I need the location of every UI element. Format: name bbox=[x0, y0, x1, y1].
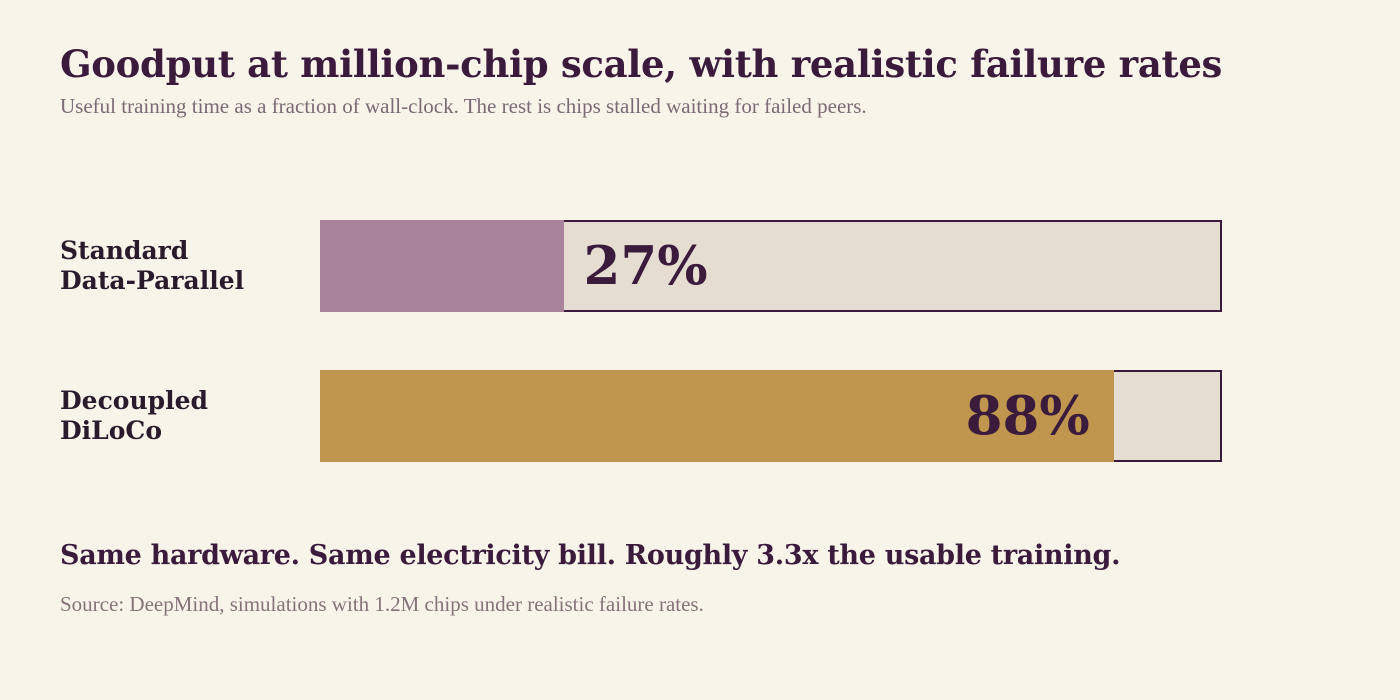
bar-row-standard-data-parallel: Standard Data-Parallel 27% bbox=[0, 220, 1400, 312]
bar-track-standard-data-parallel: 27% bbox=[320, 220, 1222, 312]
bar-track-decoupled-diloco: 88% bbox=[320, 370, 1222, 462]
bar-row-decoupled-diloco: Decoupled DiLoCo 88% bbox=[0, 370, 1400, 462]
bar-value-standard-data-parallel: 27% bbox=[583, 235, 708, 297]
bar-value-decoupled-diloco: 88% bbox=[965, 385, 1090, 447]
chart-subtitle: Useful training time as a fraction of wa… bbox=[60, 94, 867, 118]
bar-label-decoupled-diloco: Decoupled DiLoCo bbox=[60, 386, 209, 445]
bar-fill-decoupled-diloco bbox=[320, 370, 1114, 462]
bar-label-standard-data-parallel: Standard Data-Parallel bbox=[60, 236, 245, 295]
callout-text: Same hardware. Same electricity bill. Ro… bbox=[60, 540, 1121, 571]
bar-fill-standard-data-parallel bbox=[320, 220, 564, 312]
source-note: Source: DeepMind, simulations with 1.2M … bbox=[60, 592, 704, 616]
chart-title: Goodput at million-chip scale, with real… bbox=[60, 42, 1223, 86]
